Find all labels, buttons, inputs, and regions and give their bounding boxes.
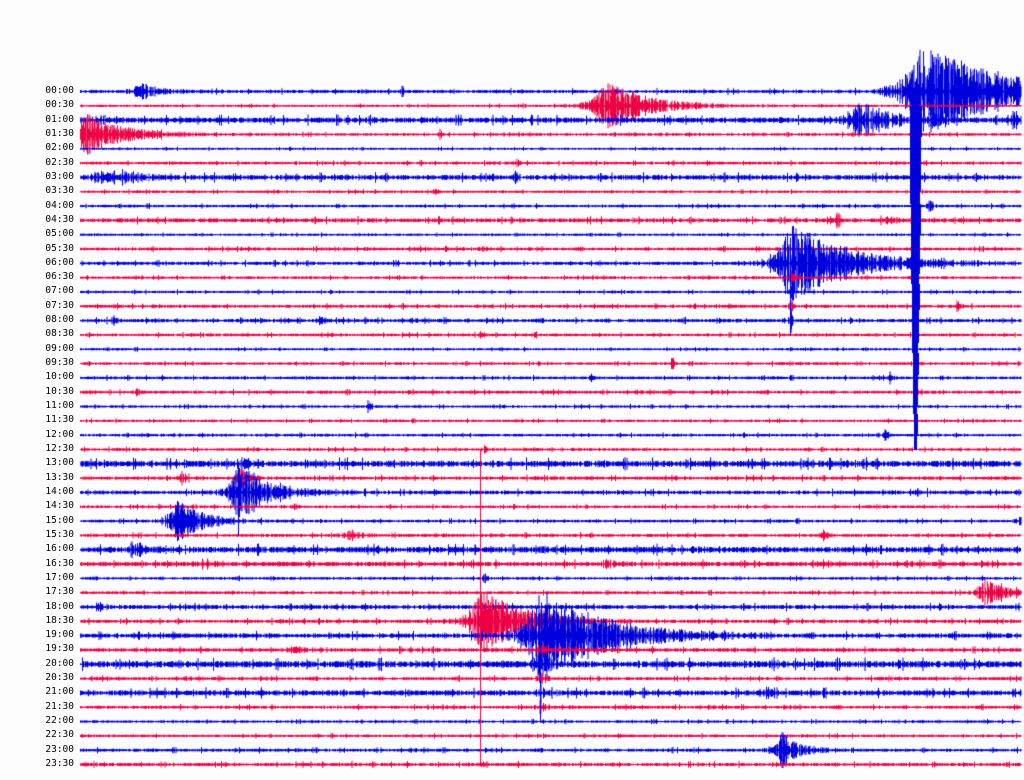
time-axis-label: 14:00: [45, 485, 74, 497]
time-axis-label: 08:00: [45, 314, 74, 326]
time-axis-label: 18:00: [45, 600, 74, 612]
time-axis-label: 18:30: [45, 614, 74, 626]
time-axis-label: 20:00: [45, 657, 74, 669]
time-axis-label: 04:00: [45, 199, 74, 211]
time-axis-label: 16:00: [45, 543, 74, 555]
time-axis-label: 21:00: [45, 686, 74, 698]
time-axis-label: 10:30: [45, 385, 74, 397]
time-axis-label: 19:30: [45, 643, 74, 655]
time-axis-label: 11:30: [45, 414, 74, 426]
time-axis-label: 20:30: [45, 672, 74, 684]
time-axis-label: 11:00: [45, 400, 74, 412]
time-axis-label: 00:30: [45, 99, 74, 111]
time-axis-label: 14:30: [45, 500, 74, 512]
time-axis-label: 01:30: [45, 127, 74, 139]
time-axis-label: 00:00: [45, 85, 74, 96]
time-axis-label: 04:30: [45, 213, 74, 225]
time-axis-label: 07:30: [45, 299, 74, 311]
time-axis-label: 10:00: [45, 371, 74, 383]
time-axis-label: 21:30: [45, 700, 74, 712]
time-axis-label: 07:00: [45, 285, 74, 297]
time-axis-label: 03:00: [45, 170, 74, 182]
time-axis-label: 23:30: [45, 758, 74, 770]
time-axis-label: 12:30: [45, 443, 74, 454]
time-axis-label: 15:00: [45, 514, 74, 526]
time-axis-label: 09:30: [45, 357, 74, 369]
time-axis-label: 12:00: [45, 428, 74, 440]
time-axis-label: 08:30: [45, 328, 74, 340]
time-axis-label: 13:30: [45, 471, 74, 483]
time-axis-label: 13:00: [45, 457, 74, 469]
time-axis-label: 09:00: [45, 342, 74, 354]
time-axis-label: 17:30: [45, 586, 74, 598]
time-axis-label: 06:00: [45, 256, 74, 268]
time-axis-label: 19:00: [45, 629, 74, 641]
time-axis-label: 03:30: [45, 185, 74, 197]
time-axis-label: 22:00: [45, 715, 74, 727]
time-axis-label: 16:30: [45, 557, 74, 569]
time-axis-label: 23:00: [45, 743, 74, 755]
time-axis-label: 06:30: [45, 271, 74, 283]
time-axis-label: 05:30: [45, 242, 74, 254]
time-axis-label: 05:00: [45, 228, 74, 240]
time-axis-label: 15:30: [45, 528, 74, 540]
time-axis-label: 02:00: [45, 142, 74, 154]
time-axis-label: 22:30: [45, 729, 74, 741]
time-axis-label: 01:00: [45, 113, 74, 125]
time-axis-label: 02:30: [45, 156, 74, 168]
time-axis-label: 17:00: [45, 571, 74, 583]
